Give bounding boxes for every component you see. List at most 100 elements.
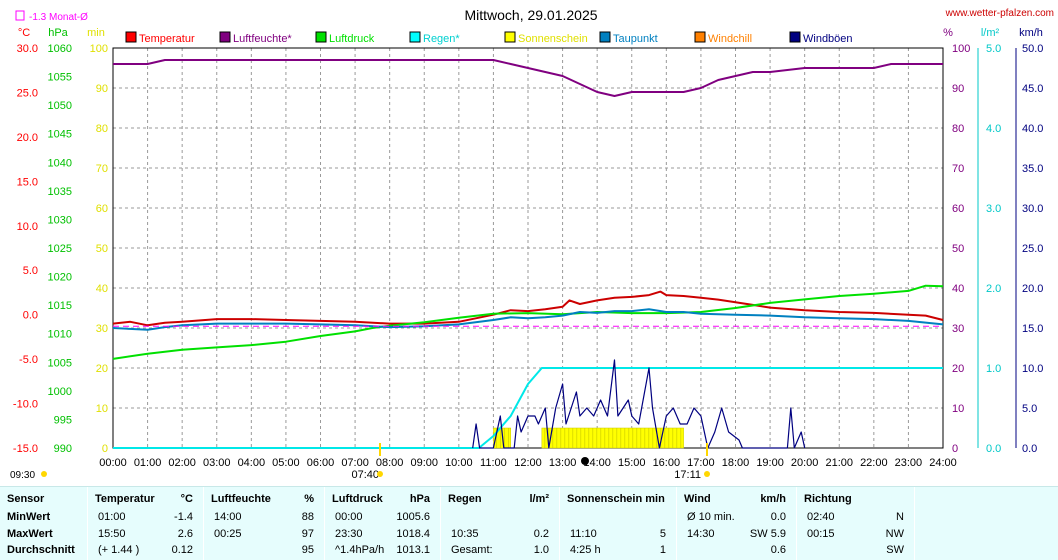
- pressure-tick-label: 995: [54, 414, 72, 426]
- stats-unit: hPa: [409, 493, 430, 505]
- stats-time: Ø 10 min.: [687, 511, 735, 523]
- x-tick-label: 02:00: [168, 457, 196, 469]
- monthly-avg-label: -1.3 Monat-Ø: [29, 12, 88, 23]
- monthly-avg-icon: [15, 10, 25, 21]
- x-tick-label: 21:00: [825, 457, 853, 469]
- x-tick-label: 23:00: [895, 457, 923, 469]
- legend-swatch: [315, 31, 327, 43]
- sunrise-icon: [377, 471, 383, 477]
- pressure-tick-label: 1020: [48, 272, 72, 284]
- legend-label: Sonnenschein: [518, 33, 588, 45]
- stats-value: -1.4: [174, 511, 193, 523]
- x-tick-label: 17:00: [687, 457, 715, 469]
- pressure-tick-label: 1005: [48, 357, 72, 369]
- stats-value: NW: [885, 528, 904, 540]
- series-line-windben: [472, 359, 806, 449]
- stats-value: 95: [301, 544, 314, 556]
- stats-time: (+ 1.44 ): [98, 544, 140, 556]
- temp-tick-label: -5.0: [19, 354, 38, 366]
- series-line-luftfeuchte: [113, 59, 943, 97]
- stats-column-humid: Luftfeuchte% 14:00 00:25 88 97 95: [204, 487, 325, 560]
- stats-time: 00:00: [335, 511, 363, 523]
- stats-time: 00:15: [807, 528, 835, 540]
- stats-time: 02:40: [807, 511, 835, 523]
- pressure-tick-label: 1025: [48, 243, 72, 255]
- stats-value: 88: [301, 511, 314, 523]
- temp-tick-label: 25.0: [17, 87, 38, 99]
- sun-tick-label: 30: [96, 323, 108, 335]
- rain-tick-label: 5.0: [986, 43, 1001, 55]
- temp-tick-label: 15.0: [17, 176, 38, 188]
- stats-time: 4:25 h: [570, 544, 601, 556]
- legend-label: Windchill: [708, 33, 752, 45]
- rain-tick-label: 3.0: [986, 203, 1001, 215]
- stats-unit: l/m²: [529, 493, 549, 505]
- wind-tick-label: 30.0: [1022, 203, 1043, 215]
- sun-tick-label: 60: [96, 203, 108, 215]
- humidity-tick-label: 30: [952, 323, 964, 335]
- x-tick-label: 22:00: [860, 457, 888, 469]
- wind-tick-label: 25.0: [1022, 243, 1043, 255]
- stats-value: 1.0: [533, 544, 549, 556]
- stats-column-sensor: Sensor MinWert MaxWert Durchschnitt: [0, 487, 88, 560]
- series-line-regen: [113, 367, 943, 449]
- stats-value: 97: [301, 528, 314, 540]
- pressure-tick-label: 1015: [48, 300, 72, 312]
- x-tick-label: 03:00: [203, 457, 231, 469]
- stats-value: 0.2: [533, 528, 549, 540]
- stats-value: N: [896, 511, 904, 523]
- weather-chart: 30.0 25.0 20.0 15.0 10.0 5.0 0.0 -5.0 -10.0 -15.0…: [10, 7, 1054, 481]
- wind-tick-label: 35.0: [1022, 163, 1043, 175]
- stats-header: Richtung: [804, 493, 852, 505]
- humidity-tick-label: 100: [952, 43, 970, 55]
- pressure-tick-label: 1055: [48, 72, 72, 84]
- legend-swatch: [219, 31, 231, 43]
- pressure-tick-label: 1040: [48, 157, 72, 169]
- temp-tick-label: -15.0: [13, 443, 38, 455]
- legend-swatch: [599, 31, 611, 43]
- x-tick-label: 01:00: [134, 457, 162, 469]
- left-sun-icon: [41, 471, 47, 477]
- chart-axes: [977, 48, 1017, 448]
- legend-swatch: [125, 31, 137, 43]
- chart-grid: [112, 47, 944, 449]
- wind-tick-label: 20.0: [1022, 283, 1043, 295]
- sun-tick-label: 0: [102, 443, 108, 455]
- x-tick-label: 05:00: [272, 457, 300, 469]
- stats-time: Gesamt:: [451, 544, 493, 556]
- stats-time: 00:25: [214, 528, 242, 540]
- x-tick-label: 09:00: [410, 457, 438, 469]
- x-tick-label: 08:00: [376, 457, 404, 469]
- pressure-tick-label: 1045: [48, 129, 72, 141]
- wind-tick-label: 0.0: [1022, 443, 1037, 455]
- stats-time: 10:35: [451, 528, 479, 540]
- humidity-tick-label: 70: [952, 163, 964, 175]
- stats-time: 11:10: [570, 528, 597, 540]
- pressure-tick-label: 1010: [48, 329, 72, 341]
- legend-swatch: [504, 31, 516, 43]
- humidity-tick-label: 80: [952, 123, 964, 135]
- chart-labels: 30.0 25.0 20.0 15.0 10.0 5.0 0.0 -5.0 -10.0 -15.0…: [10, 7, 1054, 481]
- pressure-tick-label: 1060: [48, 43, 72, 55]
- x-tick-label: 18:00: [722, 457, 750, 469]
- stats-header: Temperatur: [95, 493, 155, 505]
- stats-value: 1018.4: [396, 528, 430, 540]
- sun-tick-label: 100: [90, 43, 108, 55]
- stats-value: 0.12: [171, 544, 193, 556]
- sun-tick-label: 10: [96, 403, 108, 415]
- stats-time: ^1.4hPa/h: [335, 544, 385, 556]
- wind-tick-label: 5.0: [1022, 403, 1037, 415]
- wind-tick-label: 10.0: [1022, 363, 1043, 375]
- pressure-tick-label: 990: [54, 443, 72, 455]
- legend-label: Regen*: [423, 33, 460, 45]
- legend-swatch: [789, 31, 801, 43]
- humidity-tick-label: 20: [952, 363, 964, 375]
- stats-column-sun: Sonnenschein min 11:10 4:25 h 5 1: [560, 487, 677, 560]
- unit-pct: %: [943, 27, 953, 39]
- stats-time: 23:30: [335, 528, 363, 540]
- x-tick-label: 19:00: [756, 457, 784, 469]
- stats-row-label: MaxWert: [7, 528, 53, 540]
- chart-legend: Temperatur Luftfeuchte* Luftdruck Regen* Son…: [125, 31, 853, 45]
- wind-tick-label: 50.0: [1022, 43, 1043, 55]
- series-line-luftdruck: [112, 284, 944, 360]
